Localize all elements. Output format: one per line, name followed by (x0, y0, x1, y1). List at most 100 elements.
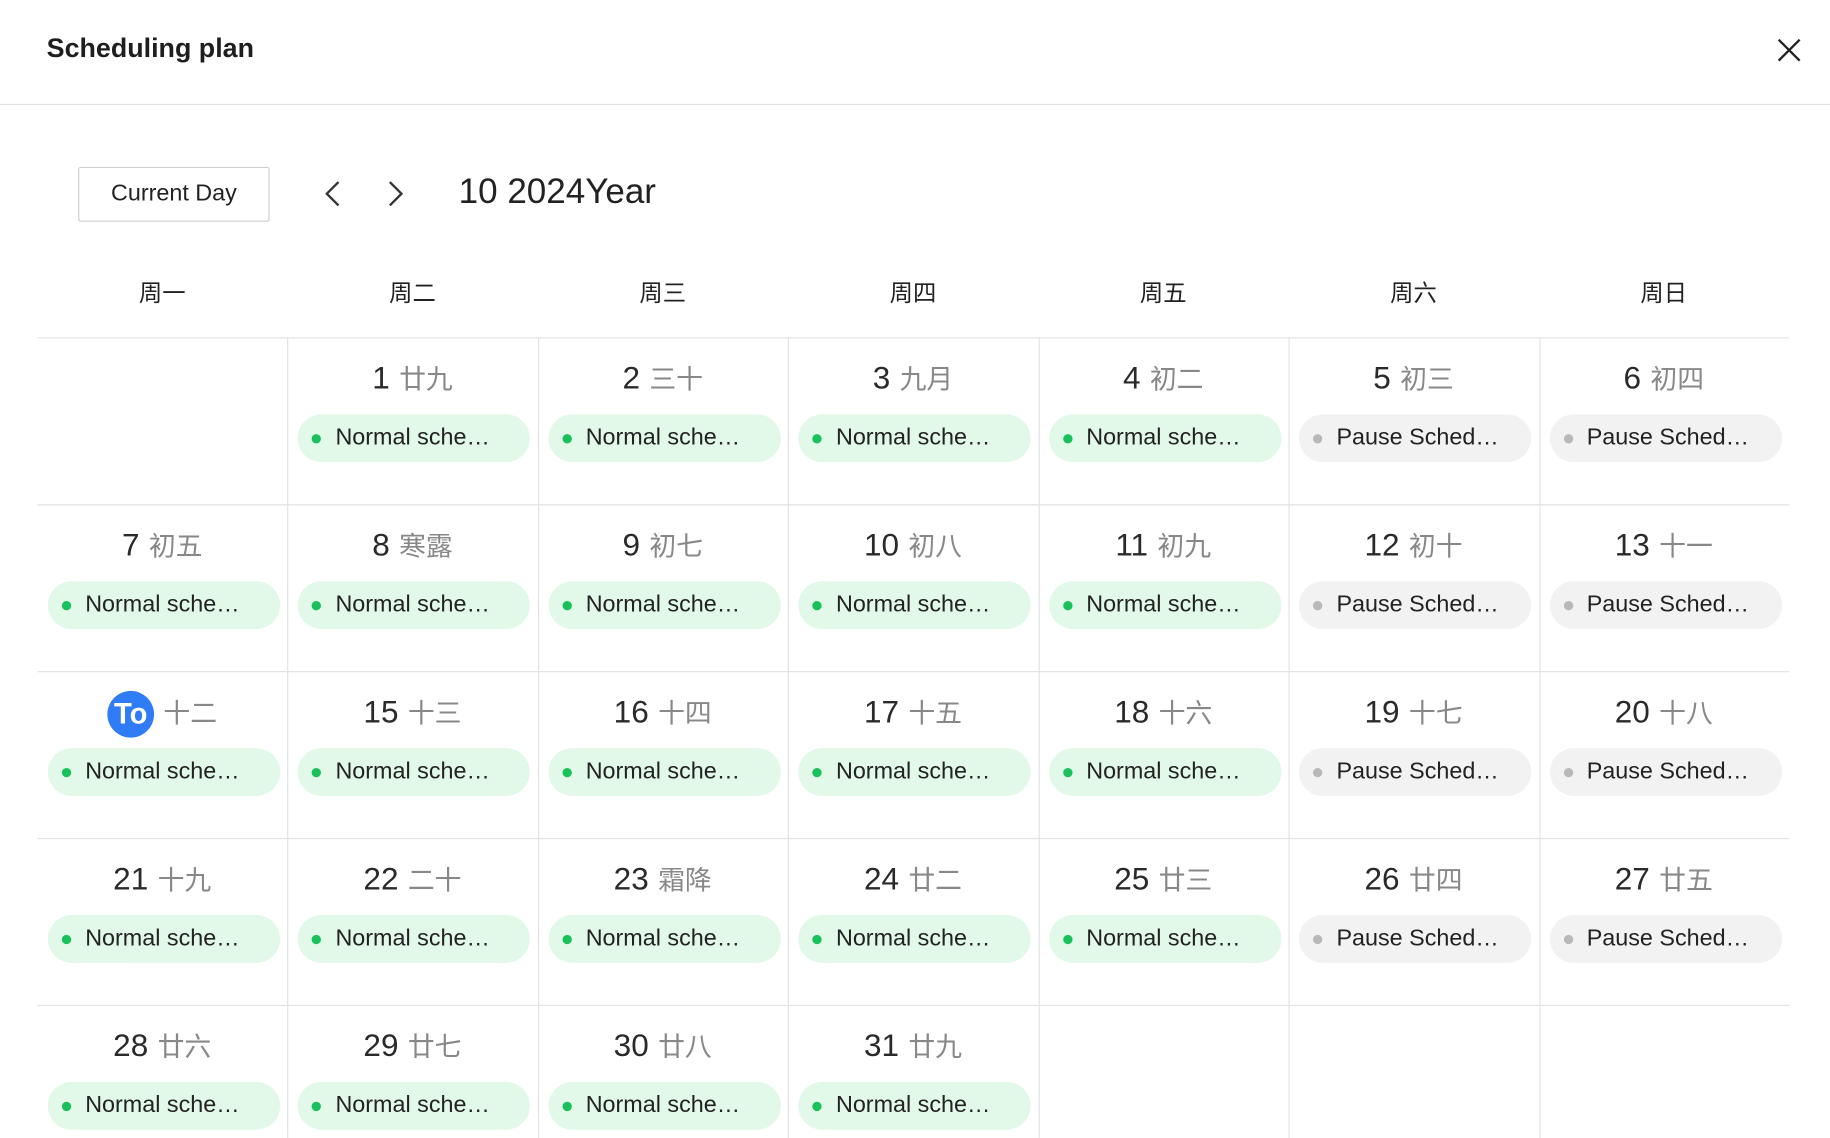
schedule-pill[interactable]: Normal sche… (1048, 581, 1282, 630)
schedule-pill[interactable]: Normal sche… (798, 581, 1031, 630)
day-cell-date: 13 十一 (1539, 524, 1789, 564)
lunar-date: 初四 (1650, 364, 1705, 395)
day-cell-date: 15 十三 (288, 691, 538, 731)
column-divider (1038, 337, 1040, 1138)
schedule-pill[interactable]: Pause Sched… (1299, 414, 1532, 463)
lunar-date: 三十 (649, 364, 704, 395)
status-dot (1313, 767, 1323, 777)
lunar-date: 廿九 (908, 1031, 963, 1063)
schedule-status: Pause Sched… (1336, 925, 1499, 952)
schedule-pill[interactable]: Normal sche… (298, 914, 531, 963)
schedule-pill[interactable]: Normal sche… (298, 748, 531, 796)
day-number: 19 (1364, 694, 1400, 730)
day-number: 9 (622, 527, 640, 563)
current-day-button[interactable]: Current Day (78, 166, 270, 222)
weekday-label: 周二 (389, 281, 436, 307)
day-cell-date: 19 十七 (1289, 691, 1539, 731)
day-cell-date: 26 廿四 (1289, 858, 1539, 898)
lunar-date: 初五 (148, 531, 203, 562)
lunar-date: 初八 (908, 531, 963, 562)
day-number: 20 (1614, 694, 1650, 730)
schedule-pill[interactable]: Pause Sched… (1549, 581, 1782, 630)
day-cell-date: 17 十五 (788, 691, 1038, 731)
lunar-date: 寒露 (399, 531, 453, 562)
status-dot (61, 1101, 72, 1111)
status-dot (562, 600, 572, 610)
schedule-pill[interactable]: Normal sche… (298, 581, 531, 630)
day-cell-date: 12 初十 (1289, 524, 1539, 564)
lunar-date: 初九 (1157, 531, 1212, 562)
status-dot (562, 934, 572, 944)
status-dot (1563, 767, 1573, 777)
schedule-status: Normal sche… (85, 758, 240, 785)
schedule-pill[interactable]: Normal sche… (47, 914, 281, 963)
status-dot (312, 433, 322, 443)
lunar-date: 廿四 (1408, 864, 1463, 896)
schedule-pill[interactable]: Normal sche… (798, 414, 1031, 463)
day-number: 11 (1115, 527, 1149, 563)
schedule-pill[interactable]: Pause Sched… (1549, 748, 1782, 796)
schedule-pill[interactable]: Pause Sched… (1299, 914, 1532, 963)
day-number: 5 (1373, 360, 1391, 396)
weekday-label: 周日 (1640, 281, 1688, 307)
day-number: 13 (1614, 527, 1650, 563)
schedule-pill[interactable]: Normal sche… (1048, 414, 1282, 463)
lunar-date: 十一 (1659, 531, 1713, 562)
schedule-pill[interactable]: Pause Sched… (1549, 414, 1782, 463)
schedule-pill[interactable]: Normal sche… (548, 1081, 781, 1130)
schedule-status: Normal sche… (335, 1092, 490, 1119)
row-divider (37, 504, 1790, 506)
prev-month[interactable] (320, 180, 346, 208)
lunar-date: 十三 (407, 697, 462, 729)
day-number: 7 (121, 527, 140, 563)
column-divider (788, 337, 790, 1138)
schedule-pill[interactable]: Normal sche… (1048, 748, 1282, 796)
lunar-date: 十二 (163, 698, 218, 729)
status-dot (312, 767, 322, 777)
schedule-status: Normal sche… (835, 424, 991, 451)
schedule-pill[interactable]: Normal sche… (548, 748, 781, 796)
status-dot (312, 600, 322, 610)
close-button[interactable] (1775, 36, 1803, 64)
schedule-pill[interactable]: Normal sche… (548, 414, 781, 463)
lunar-date: 初二 (1149, 364, 1204, 395)
schedule-pill[interactable]: Normal sche… (298, 414, 531, 463)
schedule-pill[interactable]: Normal sche… (798, 914, 1031, 963)
lunar-date: 十九 (157, 864, 212, 896)
day-number: 12 (1364, 527, 1400, 563)
weekday-label: 周一 (138, 281, 186, 307)
day-cell-date: 31 廿九 (788, 1025, 1038, 1065)
day-cell-date: 10 初八 (788, 524, 1038, 564)
schedule-status: Pause Sched… (1586, 591, 1749, 618)
schedule-pill[interactable]: Normal sche… (1048, 914, 1282, 963)
status-dot (1563, 433, 1573, 443)
column-divider (1288, 337, 1290, 1138)
row-divider (37, 837, 1790, 840)
schedule-pill[interactable]: Normal sche… (798, 748, 1031, 796)
lunar-date: 廿三 (1158, 864, 1213, 896)
schedule-status: Normal sche… (835, 591, 991, 618)
schedule-status: Normal sche… (585, 1092, 741, 1119)
schedule-pill[interactable]: Pause Sched… (1549, 914, 1782, 963)
lunar-date: 廿二 (908, 864, 963, 896)
today-badge: To (107, 690, 155, 738)
lunar-date: 廿五 (1659, 864, 1713, 896)
schedule-pill[interactable]: Normal sche… (798, 1081, 1031, 1130)
status-dot (1563, 600, 1573, 610)
day-cell-date: To 十二 (37, 690, 287, 738)
schedule-pill[interactable]: Normal sche… (47, 581, 281, 630)
schedule-pill[interactable]: Normal sche… (47, 1081, 281, 1130)
schedule-status: Normal sche… (585, 591, 741, 618)
schedule-pill[interactable]: Pause Sched… (1299, 748, 1532, 796)
schedule-pill[interactable]: Normal sche… (548, 914, 781, 963)
schedule-pill[interactable]: Normal sche… (47, 748, 281, 796)
next-month[interactable] (383, 180, 409, 208)
schedule-pill[interactable]: Normal sche… (298, 1081, 531, 1130)
row-divider (37, 337, 1790, 339)
schedule-status: Normal sche… (335, 925, 490, 952)
schedule-pill[interactable]: Pause Sched… (1299, 581, 1532, 630)
schedule-pill[interactable]: Normal sche… (548, 581, 781, 630)
day-cell-date: 2 三十 (538, 357, 788, 397)
day-number: 2 (622, 360, 640, 396)
lunar-date: 十四 (658, 697, 712, 729)
